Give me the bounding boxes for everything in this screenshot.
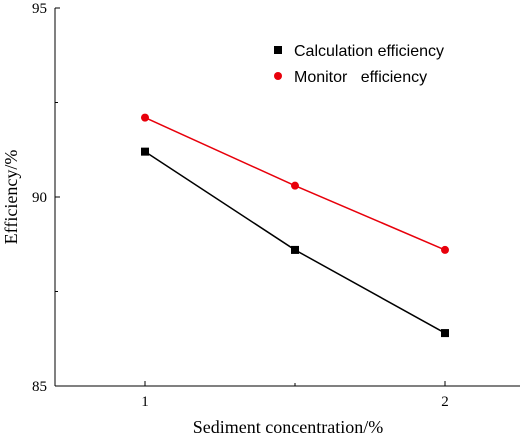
series-1 [141,147,449,338]
data-point [441,329,449,338]
legend-item: Calculation efficiency [274,43,444,60]
y-axis-title: Efficiency/% [1,150,21,245]
y-tick-label: 85 [32,379,47,395]
data-point [141,113,149,122]
tick-marks [55,7,446,387]
series-line [144,151,446,334]
legend-marker [274,72,282,80]
series-layer [141,113,449,338]
x-axis-title: Sediment concentration/% [193,417,383,437]
legend-label: Monitor efficiency [294,69,427,86]
legend-label: Calculation efficiency [294,43,444,60]
axes [54,8,520,387]
tick-labels: 85 90 95 1 2 [32,1,449,410]
data-point [291,181,299,190]
data-point [441,245,449,254]
y-tick-label: 90 [32,190,47,206]
data-point [141,147,149,156]
x-tick-label: 2 [441,394,449,410]
legend: Calculation efficiency Monitor efficiency [274,43,444,86]
x-tick-label: 1 [141,394,149,410]
series-2 [141,113,449,254]
legend-item: Monitor efficiency [274,69,427,86]
data-point [291,245,299,254]
legend-marker [274,46,282,54]
y-tick-label: 95 [32,1,47,17]
